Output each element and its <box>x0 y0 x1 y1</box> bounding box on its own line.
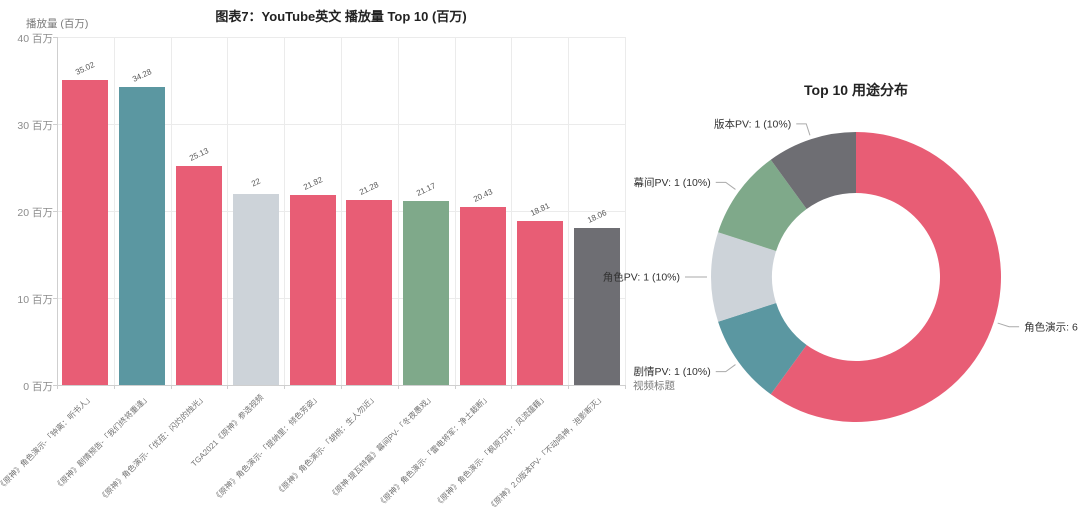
y-tick-label: 0 百万 <box>23 381 53 393</box>
bar-chart-title: 图表7：YouTube英文 播放量 Top 10 (百万) <box>215 9 467 24</box>
bar[interactable] <box>346 199 393 385</box>
x-category-label-text: 《原神·提瓦特篇》幕间PV-「冬夜愚戏」 <box>327 392 436 501</box>
y-tick-label: 40 百万 <box>17 33 53 45</box>
v-gridline <box>341 37 342 385</box>
x-tick-mark <box>397 385 399 389</box>
v-gridline <box>113 37 115 385</box>
label-leader-line <box>715 364 736 373</box>
x-category-label-text: 《原神》角色演示-「胡桃：生人勿近」 <box>274 392 379 498</box>
x-tick-mark <box>57 385 58 389</box>
label-leader-line <box>997 322 1020 328</box>
donut-slice-角色演示[interactable] <box>770 132 1001 422</box>
v-gridline <box>568 37 570 385</box>
v-gridline <box>227 37 229 385</box>
x-tick-mark <box>284 385 286 389</box>
x-category-label-text: 《原神》角色演示-「优菈：闪灼的烛光」 <box>97 392 209 503</box>
v-gridline <box>511 37 513 385</box>
x-axis-title: 视频标题 <box>633 380 675 392</box>
bar-value-label: 21.28 <box>358 180 381 197</box>
donut-slice-版本PV[interactable] <box>770 132 856 210</box>
donut-slice-label: 剧情PV: 1 (10%) <box>634 365 711 378</box>
bar[interactable] <box>289 195 336 385</box>
x-category-label-text: 《原神》2.0版本PV-「不动鸣神，泡影断灭」 <box>486 392 606 513</box>
bar-value-label: 34.28 <box>131 66 154 84</box>
x-tick-mark <box>341 385 342 389</box>
donut-slice-幕间PV[interactable] <box>718 159 807 252</box>
y-tick-label: 20 百万 <box>17 207 53 219</box>
bar[interactable] <box>403 200 450 385</box>
x-category-label-text: 《原神》角色演示-「雷电将军：净土裁断」 <box>376 392 493 509</box>
bar-value-label: 22 <box>249 176 262 189</box>
donut-slice-label: 幕间PV: 1 (10%) <box>634 176 711 189</box>
bar[interactable] <box>62 80 109 385</box>
x-axis-line <box>57 385 626 386</box>
y-tick-label: 30 百万 <box>17 120 53 132</box>
bar[interactable] <box>232 193 279 385</box>
x-tick-mark <box>113 385 115 389</box>
v-gridline <box>625 37 626 385</box>
x-tick-mark <box>170 385 172 389</box>
v-gridline <box>170 37 172 385</box>
bar[interactable] <box>573 227 620 385</box>
x-tick-mark <box>625 385 626 389</box>
v-gridline <box>284 37 286 385</box>
bar[interactable] <box>460 207 506 385</box>
y-tick-mark <box>53 298 57 299</box>
y-tick-label: 10 百万 <box>17 294 53 306</box>
donut-slice-label: 角色演示: 6 (60%) <box>1024 320 1080 333</box>
x-category-label-text: 《原神》角色演示-「提纳里：倾色芳姿」 <box>211 392 322 503</box>
pie-chart-title: Top 10 用途分布 <box>804 82 908 98</box>
v-gridline <box>397 37 399 385</box>
donut-slice-label: 版本PV: 1 (10%) <box>714 117 791 130</box>
x-category-label-text: 《原神》角色演示-「钟离：听书人」 <box>0 392 95 492</box>
x-category-label-text: 《原神》角色演示-「枫原万叶：风流蕴藉」 <box>433 392 549 509</box>
y-tick-mark <box>53 211 57 212</box>
bar-value-label: 35.02 <box>74 60 97 78</box>
donut-slice-label: 角色PV: 1 (10%) <box>603 271 680 284</box>
bar[interactable] <box>516 221 563 385</box>
x-tick-mark <box>454 385 456 389</box>
y-tick-mark <box>53 37 57 38</box>
label-leader-line <box>796 123 811 136</box>
x-category-label-text: 《原神》剧情预告-「我们终将重逢」 <box>52 392 152 492</box>
donut-chart: 角色演示: 6 (60%) 剧情PV: 1 (10%) 角色PV: 1 (10%) 幕… <box>603 117 1080 422</box>
bar-value-label: 20.43 <box>472 187 494 205</box>
y-tick-mark <box>53 124 57 125</box>
bar[interactable] <box>176 166 222 385</box>
donut-slice-角色PV[interactable] <box>711 232 777 322</box>
v-gridline <box>454 37 456 385</box>
donut-slice-剧情PV[interactable] <box>718 302 807 395</box>
x-tick-mark <box>568 385 570 389</box>
bar-value-label: 21.17 <box>415 181 438 198</box>
bar-value-label: 25.13 <box>188 146 210 164</box>
x-tick-mark <box>511 385 513 389</box>
bar-value-label: 18.81 <box>528 201 551 219</box>
bar-plot-area: 40 百万 30 百万 20 百万 10 百万 0 百万 35.02 《原神》角色演示-「钟… <box>0 33 626 512</box>
bar[interactable] <box>119 86 166 385</box>
bar-value-label: 21.82 <box>301 175 324 192</box>
x-tick-mark <box>227 385 229 389</box>
label-leader-line <box>715 181 736 190</box>
y-axis-line <box>57 37 58 386</box>
y-tick-mark <box>53 385 57 386</box>
y-axis-title: 播放量 (百万) <box>26 18 89 30</box>
